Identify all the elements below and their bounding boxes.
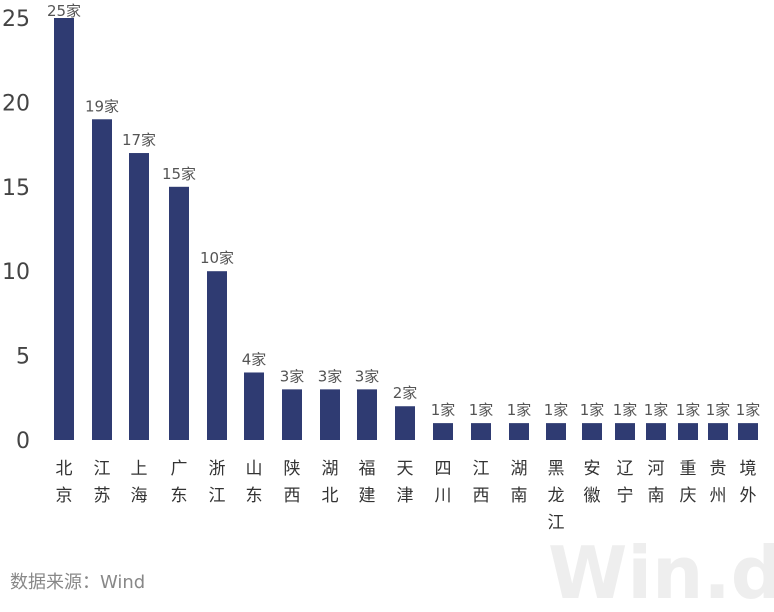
data-label: 4家 bbox=[242, 350, 267, 368]
data-label: 17家 bbox=[122, 131, 156, 149]
bar bbox=[509, 423, 529, 440]
data-label: 1家 bbox=[580, 401, 605, 419]
data-label: 3家 bbox=[318, 367, 343, 385]
bar bbox=[320, 389, 340, 440]
bar bbox=[646, 423, 666, 440]
bar bbox=[615, 423, 635, 440]
category-label: 重庆 bbox=[680, 459, 697, 506]
y-tick-label: 5 bbox=[16, 345, 30, 370]
bar bbox=[282, 389, 302, 440]
data-label: 19家 bbox=[85, 97, 119, 115]
bar bbox=[357, 389, 377, 440]
bar bbox=[738, 423, 758, 440]
category-label: 上海 bbox=[131, 459, 148, 506]
bar bbox=[433, 423, 453, 440]
bar bbox=[54, 18, 74, 440]
data-label: 1家 bbox=[469, 401, 494, 419]
category-label: 安徽 bbox=[584, 459, 601, 506]
data-label: 1家 bbox=[676, 401, 701, 419]
data-label: 3家 bbox=[355, 367, 380, 385]
y-tick-label: 0 bbox=[16, 429, 30, 454]
category-label: 江苏 bbox=[94, 459, 111, 506]
bar bbox=[678, 423, 698, 440]
category-label: 天津 bbox=[397, 459, 414, 506]
bars bbox=[54, 18, 758, 441]
category-label: 江西 bbox=[473, 459, 490, 506]
category-label: 河南 bbox=[648, 459, 665, 506]
category-label: 黑龙江 bbox=[548, 459, 565, 533]
category-label: 境外 bbox=[740, 459, 757, 506]
category-label: 四川 bbox=[435, 459, 452, 506]
data-label: 2家 bbox=[393, 384, 418, 402]
bar bbox=[546, 423, 566, 440]
bar bbox=[471, 423, 491, 440]
watermark: Win.d bbox=[548, 531, 774, 612]
bar bbox=[92, 119, 112, 440]
y-axis: 0 5 10 15 20 25 bbox=[2, 7, 30, 454]
data-label: 1家 bbox=[507, 401, 532, 419]
category-label: 湖北 bbox=[322, 459, 339, 506]
data-label: 25家 bbox=[47, 2, 81, 20]
bar bbox=[207, 271, 227, 440]
bar bbox=[169, 186, 189, 440]
category-label: 北京 bbox=[56, 459, 73, 506]
bar bbox=[129, 153, 149, 441]
category-label: 广东 bbox=[171, 459, 188, 506]
data-label: 1家 bbox=[736, 401, 761, 419]
data-label: 1家 bbox=[431, 401, 456, 419]
category-label: 辽宁 bbox=[617, 459, 634, 506]
y-tick-label: 10 bbox=[2, 260, 30, 285]
data-label: 1家 bbox=[613, 401, 638, 419]
category-label: 贵州 bbox=[710, 459, 727, 506]
category-label: 湖南 bbox=[511, 459, 528, 506]
data-label: 3家 bbox=[280, 367, 305, 385]
data-label: 1家 bbox=[544, 401, 569, 419]
bar bbox=[708, 423, 728, 440]
category-label: 山东 bbox=[246, 459, 263, 506]
y-tick-label: 20 bbox=[2, 91, 30, 116]
bar bbox=[244, 372, 264, 440]
bar bbox=[582, 423, 602, 440]
category-label: 浙江 bbox=[209, 459, 226, 506]
y-tick-label: 25 bbox=[2, 7, 30, 32]
category-label: 福建 bbox=[359, 459, 376, 506]
data-label: 10家 bbox=[200, 249, 234, 267]
data-label: 1家 bbox=[706, 401, 731, 419]
source-note: 数据来源：Wind bbox=[10, 572, 146, 593]
category-label: 陕西 bbox=[284, 459, 301, 506]
bar bbox=[395, 406, 415, 440]
data-label: 15家 bbox=[162, 165, 196, 183]
y-tick-label: 15 bbox=[2, 176, 30, 201]
data-label: 1家 bbox=[644, 401, 669, 419]
